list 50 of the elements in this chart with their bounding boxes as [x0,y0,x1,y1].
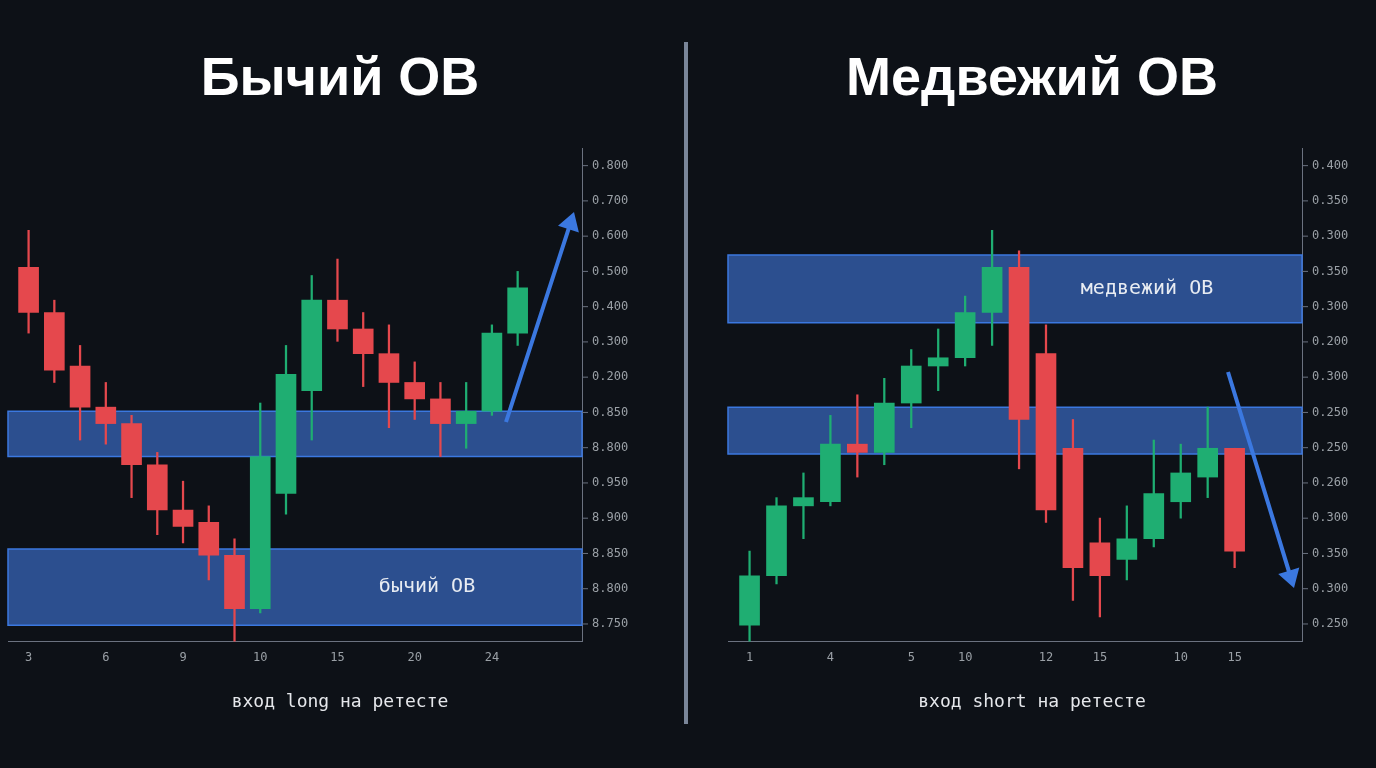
x-tick-label: 24 [484,649,500,664]
text: 8.900 [592,510,629,525]
text: 0.850 [592,404,629,419]
text: 0.950 [592,475,629,490]
text: 0.260 [1312,475,1349,490]
text: 8.800 [592,439,629,454]
text: 0.350 [1312,545,1349,560]
x-tick-label: 20 [407,649,422,664]
x-tick-label: 9 [179,649,187,664]
x-tick-label: 15 [1227,649,1242,664]
x-tick-label: 5 [907,649,915,664]
text: 0.200 [1312,334,1349,349]
text: 0.250 [1312,439,1349,454]
text: 8.750 [592,616,629,631]
text: 0.300 [592,334,629,349]
text: 0.250 [1312,404,1349,419]
text: 0.300 [1312,510,1349,525]
text: 0.400 [1312,157,1349,172]
band-label: медвежий ОВ [1080,275,1214,300]
x-tick-label: 4 [826,649,835,664]
x-tick-label: 10 [957,649,973,664]
x-tick-label: 15 [1092,649,1108,664]
text: 0.250 [1312,616,1349,631]
text: 0.300 [1312,369,1349,384]
text: 0.400 [592,298,629,313]
text: 0.700 [592,193,629,208]
text: 0.350 [1312,193,1349,208]
x-tick-label: 10 [1173,649,1188,664]
text: 0.300 [1312,298,1349,313]
text: 0.300 [1312,580,1349,595]
text: 0.200 [592,369,629,384]
x-tick-label: 15 [330,649,345,664]
text: 8.850 [592,545,629,560]
x-tick-label: 10 [253,649,268,664]
x-tick-label: 6 [102,649,110,664]
text: 0.350 [1312,263,1349,278]
band-label: бычий ОВ [378,573,476,598]
text: 8.800 [592,580,629,595]
text: 0.500 [592,263,629,278]
text: 0.300 [1312,228,1349,243]
x-tick-label: 12 [1038,649,1054,664]
candlestick [793,472,814,540]
text: вход long на ретесте [230,690,450,711]
x-tick-label: 3 [24,649,33,664]
text: 0.800 [592,157,629,172]
x-tick-label: 1 [745,649,754,664]
chart-title: Бычий ОВ [199,45,481,107]
text: вход short на ретесте [917,690,1147,711]
text: 0.600 [592,228,629,243]
chart-title: Медвежий ОВ [845,45,1219,107]
